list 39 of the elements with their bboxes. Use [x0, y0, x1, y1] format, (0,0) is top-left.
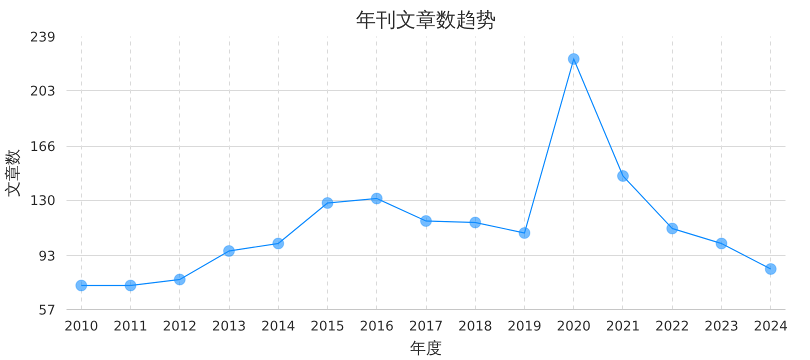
y-tick-label: 166 — [30, 140, 56, 155]
point — [715, 238, 728, 250]
x-tick-label: 2011 — [114, 320, 148, 334]
point — [568, 53, 580, 65]
x-tick-label: 2014 — [261, 320, 296, 334]
point — [75, 280, 88, 292]
point — [518, 227, 530, 239]
x-tick-label: 2018 — [458, 320, 492, 334]
y-tick-label: 93 — [38, 250, 56, 264]
chart-title: 年刊文章数趋势 — [356, 8, 496, 32]
point — [420, 215, 432, 227]
point — [666, 222, 678, 234]
x-tick-label: 2024 — [754, 320, 788, 334]
x-tick-label: 2019 — [508, 320, 542, 334]
x-tick-label: 2020 — [556, 320, 591, 334]
x-tick-label: 2016 — [360, 320, 394, 334]
x-tick-label: 2013 — [212, 320, 246, 334]
x-tick-label: 2015 — [310, 320, 344, 334]
point — [616, 170, 629, 182]
y-tick-label: 203 — [30, 84, 56, 100]
point — [223, 245, 236, 257]
point — [124, 280, 137, 292]
x-tick-label: 2023 — [704, 320, 738, 334]
y-axis-title: 文章数 — [3, 149, 22, 197]
x-tick-label: 2021 — [606, 320, 640, 334]
point — [469, 216, 482, 228]
y-tick-label: 130 — [30, 194, 56, 209]
x-tick-label: 2017 — [409, 320, 443, 334]
x-tick-label: 2012 — [162, 320, 197, 334]
point — [370, 192, 383, 204]
y-tick-label: 57 — [38, 304, 56, 318]
point — [764, 263, 777, 275]
x-tick-label: 2022 — [655, 320, 690, 334]
y-tick-label: 239 — [30, 30, 56, 46]
point — [174, 274, 186, 286]
point — [272, 238, 284, 250]
point — [322, 197, 334, 209]
x-tick-label: 2010 — [64, 320, 98, 334]
x-axis-title: 年度 — [410, 338, 442, 358]
